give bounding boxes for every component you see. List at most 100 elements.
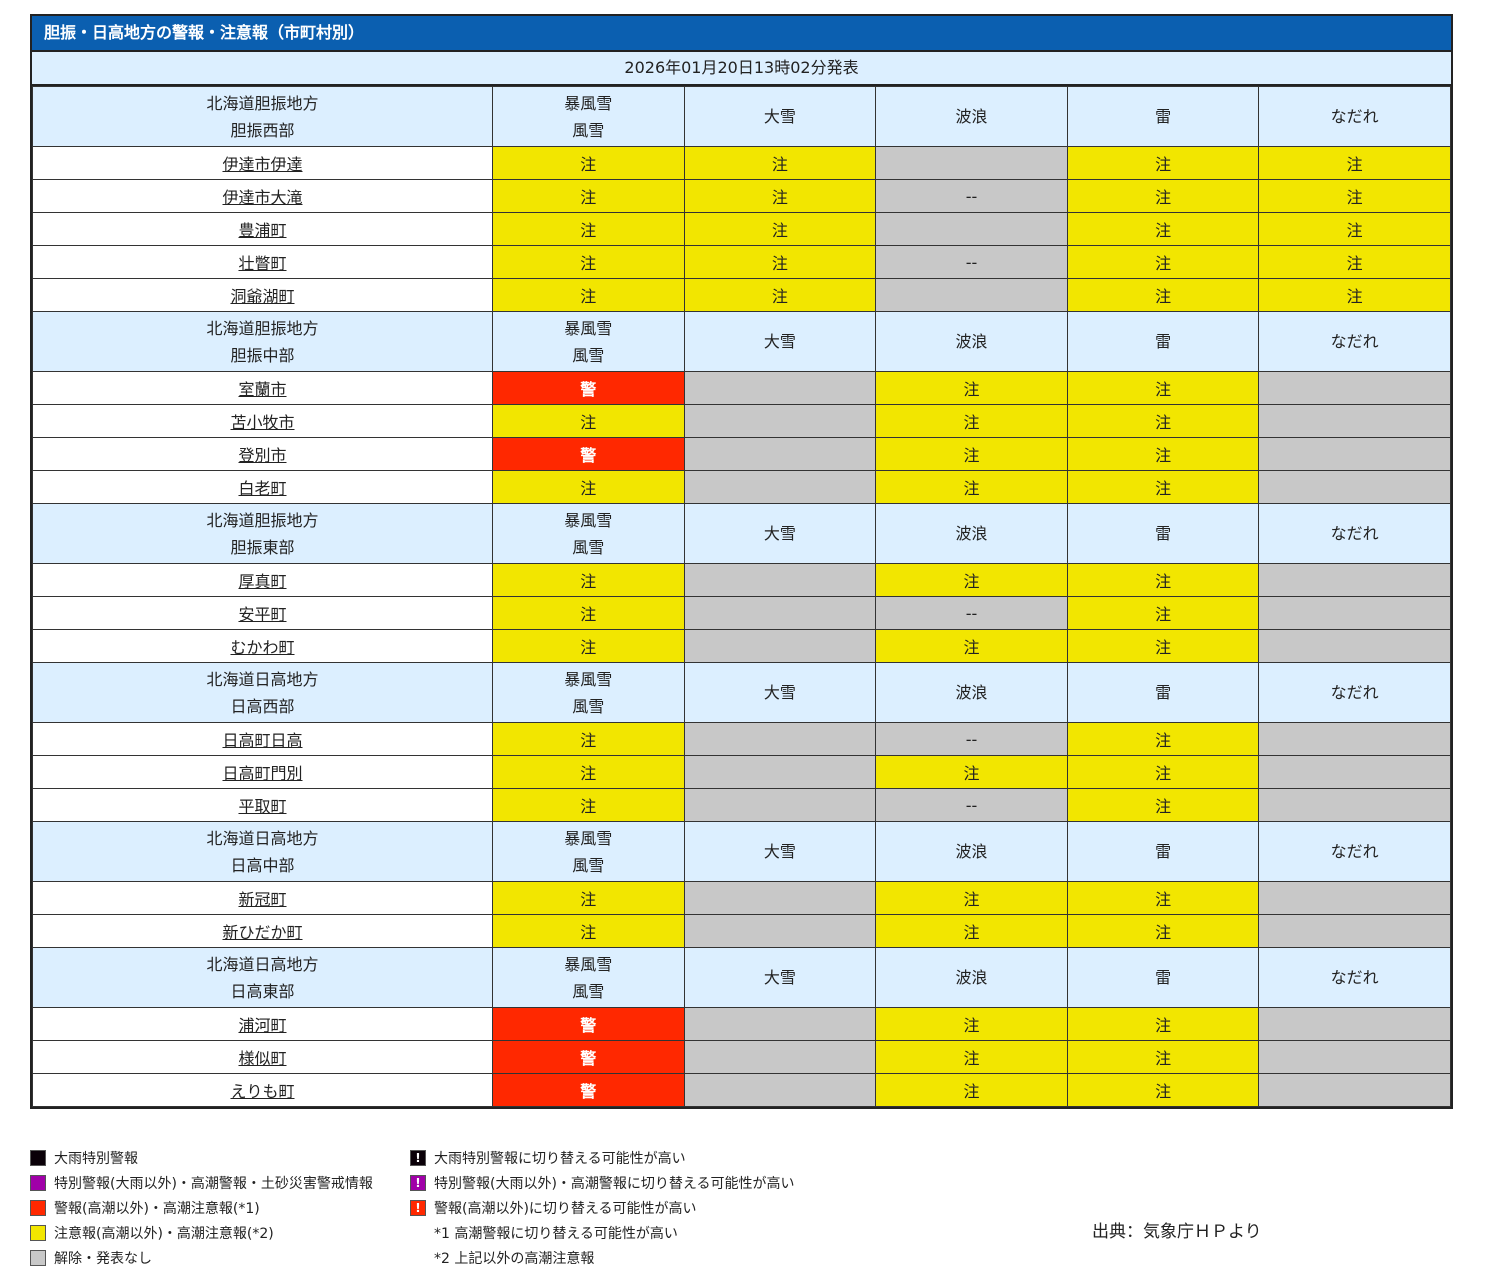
col-label: 波浪 xyxy=(955,683,988,702)
municipality-link[interactable]: 日高町門別 xyxy=(222,764,303,783)
status-cell-storm-snow: 注 xyxy=(492,245,685,279)
status-cell-storm-snow: 警 xyxy=(492,371,685,405)
status-cell-waves: -- xyxy=(875,788,1068,822)
municipality-link[interactable]: 新冠町 xyxy=(238,890,287,909)
legend-text: 大雨特別警報 xyxy=(54,1150,138,1167)
municipality-link[interactable]: むかわ町 xyxy=(230,638,295,657)
municipality-link[interactable]: 伊達市伊達 xyxy=(222,155,303,174)
status-cell-waves: -- xyxy=(875,596,1068,630)
col-label: 波浪 xyxy=(955,524,988,543)
legend-item: ! 特別警報(大雨以外)・高潮警報に切り替える可能性が高い xyxy=(410,1170,795,1195)
col-label: 雷 xyxy=(1155,842,1172,861)
table-row: 苫小牧市注注注 xyxy=(32,404,1451,438)
col-label: 暴風雪 xyxy=(564,828,613,848)
table-row: 洞爺湖町注注注注 xyxy=(32,278,1451,312)
table-row: 白老町注注注 xyxy=(32,470,1451,504)
municipality-link[interactable]: 洞爺湖町 xyxy=(230,287,295,306)
status-cell-avalanche xyxy=(1258,437,1451,471)
municipality-link[interactable]: 新ひだか町 xyxy=(222,923,303,942)
municipality-link[interactable]: 豊浦町 xyxy=(238,221,287,240)
region-label: 北海道日高地方 xyxy=(206,828,319,848)
status-cell-waves: 注 xyxy=(875,404,1068,438)
col-label: なだれ xyxy=(1330,524,1379,543)
status-cell-waves: -- xyxy=(875,722,1068,756)
source-credit: 出典：気象庁ＨＰより xyxy=(1092,1222,1262,1242)
subarea-label: 日高中部 xyxy=(230,855,295,875)
municipality-link[interactable]: えりも町 xyxy=(230,1082,295,1101)
col-label: 暴風雪 xyxy=(564,93,613,113)
region-label: 北海道日高地方 xyxy=(206,669,319,689)
status-cell-avalanche xyxy=(1258,596,1451,630)
legend-text: *1 高潮警報に切り替える可能性が高い xyxy=(434,1225,678,1242)
legend-item: ! 警報(高潮以外)に切り替える可能性が高い xyxy=(410,1195,795,1220)
status-cell-thunder: 注 xyxy=(1066,371,1260,405)
col-label: 雷 xyxy=(1155,524,1172,543)
col-label: 波浪 xyxy=(955,332,988,351)
legend-swatch-icon: ! xyxy=(410,1149,426,1166)
column-header-storm-snow: 暴風雪 風雪 xyxy=(492,662,685,723)
status-cell-avalanche xyxy=(1258,1073,1451,1107)
municipality-link[interactable]: 様似町 xyxy=(238,1049,287,1068)
column-header-waves: 波浪 xyxy=(875,821,1068,882)
status-cell-thunder: 注 xyxy=(1066,146,1260,180)
municipality-cell: 伊達市大滝 xyxy=(32,179,493,213)
municipality-link[interactable]: 登別市 xyxy=(238,446,287,465)
legend-swatch-icon xyxy=(30,1149,46,1166)
status-cell-thunder: 注 xyxy=(1066,629,1260,663)
municipality-cell: 日高町日高 xyxy=(32,722,493,756)
table-row: 伊達市大滝注注 -- 注注 xyxy=(32,179,1451,213)
municipality-link[interactable]: 壮瞥町 xyxy=(238,254,287,273)
col-label: 風雪 xyxy=(572,981,605,1001)
table-row: 新ひだか町注注注 xyxy=(32,914,1451,948)
group-header-row: 北海道胆振地方 胆振東部 暴風雪 風雪 大雪 波浪雷なだれ xyxy=(32,503,1451,564)
legend-swatch-icon xyxy=(30,1199,46,1216)
col-label: なだれ xyxy=(1330,107,1379,126)
status-cell-avalanche xyxy=(1258,788,1451,822)
column-header-avalanche: なだれ xyxy=(1258,821,1451,882)
legend-text: 警報(高潮以外)に切り替える可能性が高い xyxy=(434,1200,697,1217)
table-row: 新冠町注注注 xyxy=(32,881,1451,915)
status-cell-avalanche xyxy=(1258,563,1451,597)
legend-text: 警報(高潮以外)・高潮注意報(*1) xyxy=(54,1200,260,1217)
table-row: 壮瞥町注注 -- 注注 xyxy=(32,245,1451,279)
municipality-cell: 室蘭市 xyxy=(32,371,493,405)
status-cell-waves: -- xyxy=(875,179,1068,213)
municipality-cell: 日高町門別 xyxy=(32,755,493,789)
region-label: 北海道胆振地方 xyxy=(206,93,319,113)
municipality-link[interactable]: 伊達市大滝 xyxy=(222,188,303,207)
status-cell-storm-snow: 警 xyxy=(492,1007,685,1041)
status-cell-storm-snow: 注 xyxy=(492,722,685,756)
status-cell-thunder: 注 xyxy=(1066,245,1260,279)
legend-right: ! 大雨特別警報に切り替える可能性が高い! 特別警報(大雨以外)・高潮警報に切り替え… xyxy=(410,1145,795,1270)
column-header-heavy-snow: 大雪 xyxy=(683,503,877,564)
municipality-cell: 壮瞥町 xyxy=(32,245,493,279)
municipality-link[interactable]: 厚真町 xyxy=(238,572,287,591)
municipality-link[interactable]: 平取町 xyxy=(238,797,287,816)
col-label: なだれ xyxy=(1330,332,1379,351)
legend-text: 注意報(高潮以外)・高潮注意報(*2) xyxy=(54,1225,274,1242)
column-header-waves: 波浪 xyxy=(875,947,1068,1008)
status-cell-heavy-snow: 注 xyxy=(683,278,877,312)
municipality-link[interactable]: 白老町 xyxy=(238,479,287,498)
municipality-link[interactable]: 安平町 xyxy=(238,605,287,624)
municipality-cell: 登別市 xyxy=(32,437,493,471)
municipality-cell: 白老町 xyxy=(32,470,493,504)
status-cell-storm-snow: 注 xyxy=(492,755,685,789)
status-cell-waves: 注 xyxy=(875,881,1068,915)
column-header-thunder: 雷 xyxy=(1066,311,1260,372)
municipality-link[interactable]: 苫小牧市 xyxy=(230,413,295,432)
municipality-link[interactable]: 浦河町 xyxy=(238,1016,287,1035)
subarea-label: 日高西部 xyxy=(230,696,295,716)
municipality-link[interactable]: 室蘭市 xyxy=(238,380,287,399)
municipality-link[interactable]: 日高町日高 xyxy=(222,731,303,750)
area-name: 北海道胆振地方 胆振中部 xyxy=(32,311,493,372)
legend-swatch-icon xyxy=(30,1174,46,1191)
legend-text: 特別警報(大雨以外)・高潮警報に切り替える可能性が高い xyxy=(434,1175,795,1192)
column-header-avalanche: なだれ xyxy=(1258,503,1451,564)
table-row: 様似町 警 注注 xyxy=(32,1040,1451,1074)
group-header-row: 北海道日高地方 日高西部 暴風雪 風雪 大雪 波浪雷なだれ xyxy=(32,662,1451,723)
status-cell-thunder: 注 xyxy=(1066,722,1260,756)
status-cell-waves: 注 xyxy=(875,563,1068,597)
status-cell-avalanche xyxy=(1258,722,1451,756)
status-cell-heavy-snow xyxy=(683,914,877,948)
